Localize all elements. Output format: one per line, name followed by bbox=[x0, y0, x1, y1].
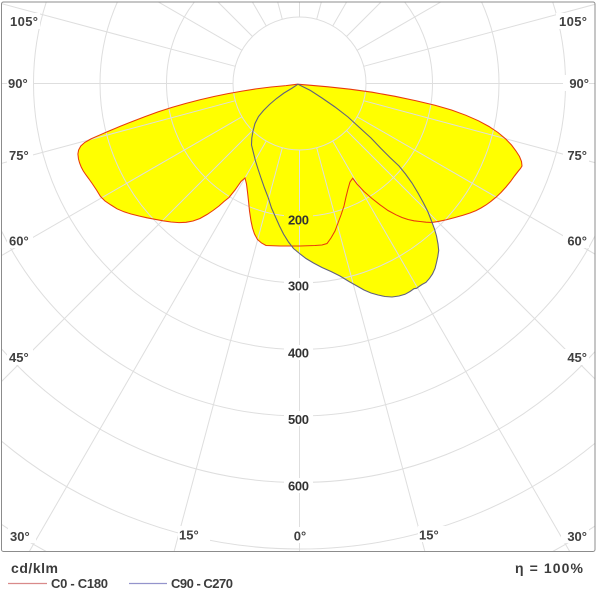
svg-text:45°: 45° bbox=[9, 350, 29, 365]
svg-text:15°: 15° bbox=[419, 528, 439, 543]
svg-text:400: 400 bbox=[288, 345, 309, 360]
svg-text:60°: 60° bbox=[9, 234, 29, 249]
svg-text:600: 600 bbox=[288, 478, 309, 493]
svg-text:60°: 60° bbox=[567, 234, 587, 249]
svg-text:105°: 105° bbox=[10, 14, 38, 29]
svg-text:200: 200 bbox=[288, 212, 309, 227]
svg-text:90°: 90° bbox=[8, 76, 28, 91]
svg-text:15°: 15° bbox=[179, 528, 199, 543]
svg-text:0°: 0° bbox=[294, 529, 306, 544]
svg-text:300: 300 bbox=[288, 278, 309, 293]
svg-text:500: 500 bbox=[288, 412, 309, 427]
svg-text:C0 - C180: C0 - C180 bbox=[51, 576, 108, 591]
svg-text:45°: 45° bbox=[567, 350, 587, 365]
svg-text:cd/klm: cd/klm bbox=[11, 560, 58, 576]
svg-text:30°: 30° bbox=[10, 529, 30, 544]
svg-text:75°: 75° bbox=[9, 148, 29, 163]
svg-text:90°: 90° bbox=[569, 76, 589, 91]
svg-text:105°: 105° bbox=[559, 14, 587, 29]
svg-text:30°: 30° bbox=[567, 529, 587, 544]
svg-text:C90 - C270: C90 - C270 bbox=[171, 576, 233, 591]
svg-text:75°: 75° bbox=[567, 148, 587, 163]
svg-text:η = 100%: η = 100% bbox=[515, 560, 584, 576]
